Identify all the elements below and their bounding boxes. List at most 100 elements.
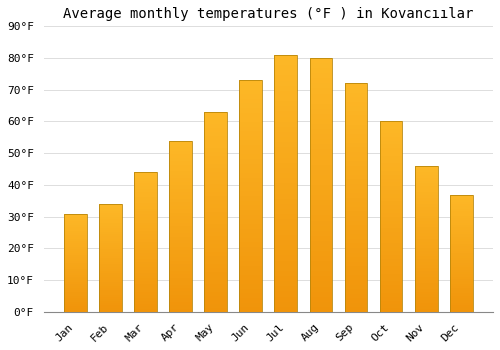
Bar (240, 80, 262, 85)
Bar (99, 241, 122, 243)
Bar (134, 303, 157, 306)
Bar (344, 166, 368, 170)
Bar (415, 216, 438, 218)
Bar (64, 231, 87, 233)
Bar (240, 293, 262, 298)
Bar (134, 245, 157, 248)
Bar (415, 230, 438, 233)
Bar (380, 121, 402, 125)
Bar (134, 279, 157, 281)
Bar (310, 220, 332, 226)
Bar (380, 224, 402, 228)
Bar (64, 243, 87, 245)
Bar (240, 303, 262, 307)
Bar (240, 117, 262, 122)
Bar (240, 307, 262, 312)
Bar (99, 284, 122, 286)
Bar (344, 180, 368, 184)
Bar (310, 200, 332, 205)
Bar (310, 134, 332, 139)
Bar (64, 227, 87, 229)
Bar (450, 300, 472, 302)
Bar (99, 306, 122, 308)
Bar (64, 288, 87, 290)
Bar (170, 168, 192, 172)
Bar (415, 183, 438, 187)
Bar (310, 170, 332, 175)
Bar (134, 192, 157, 195)
Bar (64, 214, 87, 312)
Bar (240, 113, 262, 117)
Bar (170, 144, 192, 147)
Bar (64, 245, 87, 247)
Bar (310, 58, 332, 63)
Bar (204, 124, 227, 128)
Bar (274, 137, 297, 142)
Bar (134, 178, 157, 181)
Bar (310, 180, 332, 185)
Bar (310, 261, 332, 266)
Bar (170, 202, 192, 206)
Bar (134, 248, 157, 251)
Bar (310, 190, 332, 195)
Bar (204, 260, 227, 264)
Bar (450, 267, 472, 270)
Bar (64, 300, 87, 302)
Bar (380, 239, 402, 243)
Bar (450, 209, 472, 211)
Bar (204, 236, 227, 240)
Bar (344, 83, 368, 312)
Bar (99, 308, 122, 310)
Bar (274, 80, 297, 86)
Bar (99, 301, 122, 303)
Bar (274, 209, 297, 214)
Bar (170, 305, 192, 308)
Bar (170, 298, 192, 302)
Bar (240, 177, 262, 182)
Bar (134, 270, 157, 273)
Bar (170, 267, 192, 271)
Bar (274, 101, 297, 106)
Bar (344, 88, 368, 92)
Bar (450, 244, 472, 246)
Bar (204, 156, 227, 160)
Bar (380, 194, 402, 198)
Bar (415, 262, 438, 265)
Bar (310, 281, 332, 287)
Bar (450, 281, 472, 284)
Bar (134, 267, 157, 270)
Bar (415, 189, 438, 192)
Bar (310, 256, 332, 261)
Bar (310, 160, 332, 164)
Bar (240, 247, 262, 252)
Bar (134, 292, 157, 295)
Bar (240, 289, 262, 293)
Bar (274, 240, 297, 245)
Bar (240, 215, 262, 219)
Bar (240, 136, 262, 140)
Bar (240, 159, 262, 164)
Bar (344, 143, 368, 147)
Bar (274, 260, 297, 266)
Bar (274, 286, 297, 292)
Bar (310, 83, 332, 89)
Bar (204, 304, 227, 308)
Bar (415, 245, 438, 248)
Bar (99, 293, 122, 295)
Bar (204, 176, 227, 180)
Bar (344, 175, 368, 180)
Bar (344, 147, 368, 152)
Bar (170, 182, 192, 185)
Bar (204, 288, 227, 292)
Bar (204, 292, 227, 296)
Bar (240, 191, 262, 196)
Bar (170, 243, 192, 247)
Bar (99, 303, 122, 306)
Bar (64, 229, 87, 231)
Bar (310, 297, 332, 302)
Bar (380, 217, 402, 220)
Bar (99, 232, 122, 234)
Bar (134, 284, 157, 287)
Bar (99, 249, 122, 252)
Bar (240, 280, 262, 284)
